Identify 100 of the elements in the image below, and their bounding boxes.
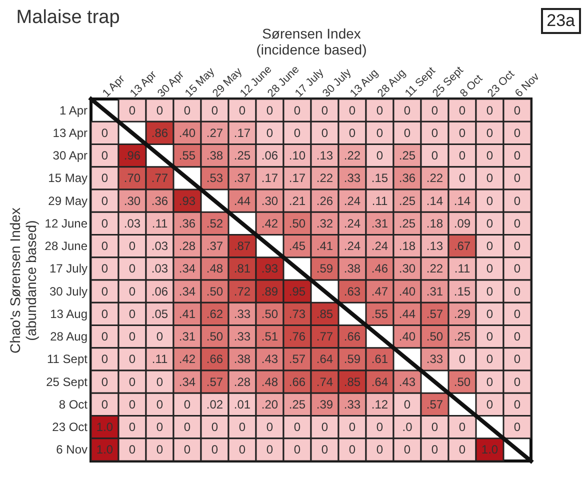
data-label: .17 (234, 126, 251, 140)
data-label: .06 (151, 284, 168, 298)
data-label: 0 (486, 194, 494, 208)
data-label: .0 (402, 420, 413, 434)
data-label: .24 (371, 239, 388, 254)
data-label: 0 (514, 397, 521, 412)
data-label: .12 (371, 397, 388, 412)
data-label: 0 (321, 442, 328, 457)
data-label: .57 (206, 374, 224, 389)
data-label: .66 (344, 330, 361, 344)
data-label: 0 (101, 397, 108, 412)
data-label: 0 (514, 262, 521, 276)
data-label: .14 (426, 194, 444, 208)
data-label: .30 (398, 262, 416, 276)
data-label: .33 (234, 330, 251, 344)
data-label: 0 (128, 306, 136, 321)
data-label: .59 (316, 262, 334, 276)
data-label: .15 (454, 284, 471, 298)
data-label: .25 (398, 194, 416, 208)
data-label: 0 (376, 442, 384, 457)
data-label: 0 (211, 103, 218, 118)
data-label: .02 (206, 397, 224, 412)
data-label: .03 (151, 262, 168, 276)
data-label: 0 (101, 216, 108, 230)
data-label: .50 (426, 330, 444, 344)
y-tick-label: 17 July (49, 262, 88, 276)
y-tick-label: 23 Oct (52, 420, 88, 434)
data-label: .36 (151, 194, 168, 208)
data-label: .50 (261, 306, 278, 321)
data-label: 0 (294, 103, 301, 118)
data-label: .03 (151, 239, 168, 254)
data-label: .50 (206, 330, 224, 344)
data-label: .24 (344, 239, 361, 254)
data-label: .33 (344, 171, 361, 186)
data-label: 0 (514, 126, 521, 140)
data-label: .63 (344, 284, 361, 298)
data-label: .55 (371, 306, 388, 321)
y-tick-label: 29 May (48, 194, 88, 208)
data-label: .47 (371, 284, 388, 298)
data-label: 0 (266, 126, 274, 140)
data-label: 0 (431, 103, 438, 118)
data-label: .03 (124, 216, 141, 230)
data-label: .25 (288, 397, 306, 412)
data-label: .13 (426, 239, 444, 254)
data-label: .93 (178, 194, 196, 208)
data-label: 0 (514, 239, 521, 254)
data-label: 0 (376, 103, 384, 118)
data-label: 0 (321, 126, 328, 140)
data-label: .41 (178, 306, 196, 321)
data-label: 0 (101, 239, 108, 254)
data-label: 0 (211, 420, 218, 434)
data-label: 0 (404, 442, 411, 457)
data-label: .85 (316, 306, 334, 321)
data-label: 0 (348, 103, 356, 118)
data-label: .24 (344, 216, 361, 230)
data-label: .26 (316, 194, 334, 208)
data-label: .74 (316, 374, 334, 389)
data-label: .64 (316, 352, 334, 366)
data-label: 0 (486, 306, 494, 321)
data-label: 0 (486, 397, 494, 412)
data-label: .18 (426, 216, 444, 230)
y-tick-label: 12 June (44, 216, 88, 230)
data-label: 0 (348, 420, 356, 434)
data-label: 0 (156, 330, 164, 344)
data-label: 0 (101, 284, 108, 298)
x-axis-title: Sørensen Index (incidence based) (256, 26, 367, 58)
y-tick-label: 11 Sept (47, 352, 88, 366)
data-label: .51 (261, 330, 278, 344)
data-label: .50 (288, 216, 306, 230)
data-label: .06 (261, 148, 278, 163)
data-label: .77 (316, 330, 334, 344)
data-label: .89 (261, 284, 278, 298)
data-label: 0 (101, 330, 108, 344)
data-label: 0 (238, 442, 246, 457)
data-label: 0 (156, 103, 164, 118)
data-label: 0 (156, 397, 164, 412)
y-tick-label: 6 Nov (56, 442, 88, 457)
data-label: .25 (398, 216, 416, 230)
data-label: .86 (151, 126, 168, 140)
data-label: 0 (486, 103, 494, 118)
data-label: .50 (206, 284, 224, 298)
data-label: 0 (266, 103, 274, 118)
data-label: .57 (426, 306, 444, 321)
data-label: .11 (152, 352, 168, 366)
data-label: .25 (454, 330, 471, 344)
data-label: .40 (398, 330, 416, 344)
data-label: 0 (156, 374, 164, 389)
data-label: 0 (514, 284, 521, 298)
data-label: .27 (206, 126, 224, 140)
data-label: .14 (454, 194, 471, 208)
data-label: .43 (261, 352, 278, 366)
data-label: 0 (514, 330, 521, 344)
data-label: 0 (458, 442, 466, 457)
y-tick-label: 13 Apr (52, 126, 88, 140)
data-label: .01 (234, 397, 251, 412)
data-label: 0 (376, 420, 384, 434)
data-label: 0 (348, 126, 356, 140)
data-label: 0 (101, 306, 108, 321)
data-label: 0 (128, 374, 136, 389)
data-label: 0 (404, 126, 411, 140)
